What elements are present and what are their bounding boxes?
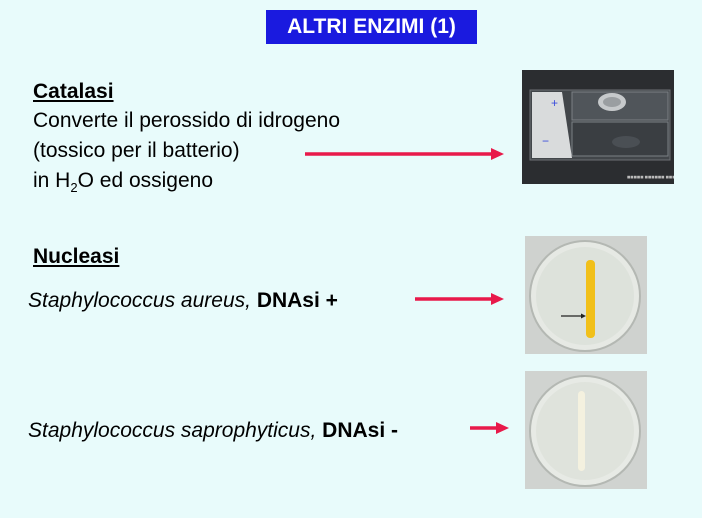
saprophyticus-arrow-icon — [470, 422, 509, 434]
catalase-line-3-sub: 2 — [70, 180, 78, 196]
catalase-slide-illustration: ■■■■■ ■■■■■■ ■■■■ — [522, 70, 674, 184]
catalase-heading: Catalasi — [33, 80, 114, 103]
catalase-line-1: Converte il perossido di idrogeno — [33, 109, 341, 132]
petri-dish-aureus — [525, 236, 647, 354]
petri-dish-saprophyticus-illustration — [525, 371, 647, 489]
catalase-slide-photo: ■■■■■ ■■■■■■ ■■■■ + − — [522, 70, 674, 184]
catalase-line-3: in H2O ed ossigeno — [33, 169, 213, 195]
saprophyticus-species: Staphylococcus saprophyticus, — [28, 419, 317, 442]
catalase-arrow-icon — [305, 148, 504, 160]
petri-dish-saprophyticus — [525, 371, 647, 489]
photo-credit: ■■■■■ ■■■■■■ ■■■■ — [627, 175, 674, 179]
slide-minus-label: − — [542, 134, 550, 148]
saprophyticus-line: Staphylococcus saprophyticus, DNAsi - — [28, 419, 398, 443]
slide-title: ALTRI ENZIMI (1) — [266, 10, 477, 44]
nuclease-heading: Nucleasi — [33, 245, 120, 268]
saprophyticus-result: DNAsi - — [322, 419, 399, 442]
aureus-line: Staphylococcus aureus, DNAsi + — [28, 289, 338, 313]
slide-plus-label: + — [551, 96, 559, 110]
petri-dish-aureus-illustration — [525, 236, 647, 354]
catalase-line-3-post: O ed ossigeno — [77, 169, 214, 192]
aureus-species: Staphylococcus aureus, — [28, 289, 251, 312]
catalase-line-3-pre: in H — [33, 169, 71, 192]
catalase-line-2: (tossico per il batterio) — [33, 139, 240, 162]
aureus-result: DNAsi + — [256, 289, 338, 312]
aureus-arrow-icon — [415, 293, 504, 305]
